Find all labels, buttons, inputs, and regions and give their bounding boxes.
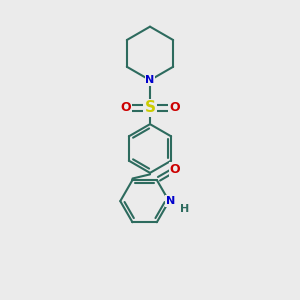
Text: H: H xyxy=(180,204,189,214)
Text: O: O xyxy=(169,163,180,176)
Text: O: O xyxy=(169,101,180,114)
Text: O: O xyxy=(120,101,131,114)
Text: N: N xyxy=(166,196,175,206)
Text: S: S xyxy=(145,100,155,115)
Text: N: N xyxy=(146,75,154,85)
